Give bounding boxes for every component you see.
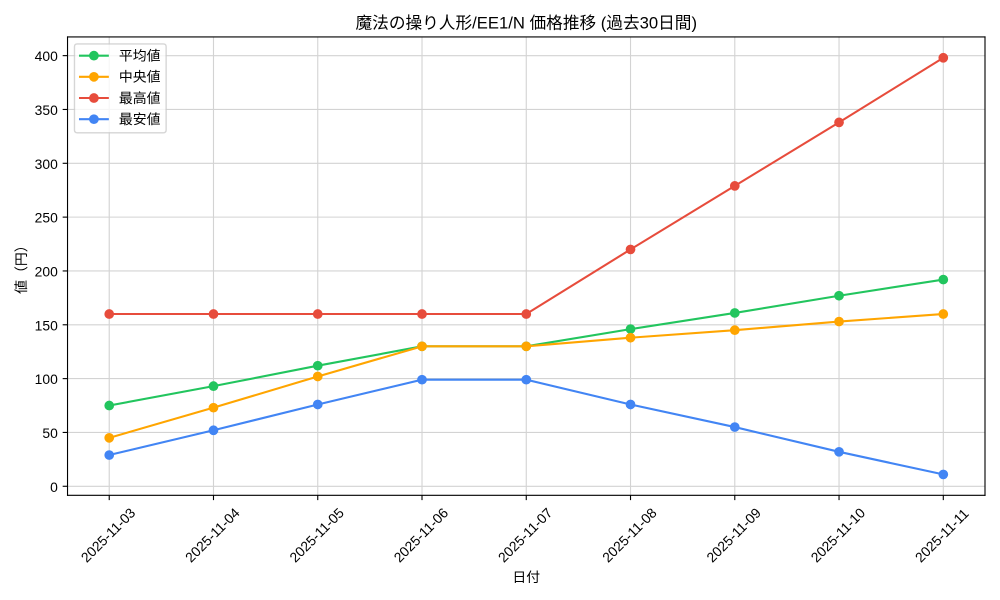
svg-text:最高値: 最高値 bbox=[119, 90, 161, 106]
svg-text:250: 250 bbox=[35, 210, 58, 226]
svg-text:値（円）: 値（円） bbox=[13, 238, 29, 294]
svg-text:最安値: 最安値 bbox=[119, 111, 161, 127]
svg-text:魔法の操り人形/EE1/N 価格推移 (過去30日間): 魔法の操り人形/EE1/N 価格推移 (過去30日間) bbox=[356, 14, 697, 33]
svg-text:200: 200 bbox=[35, 263, 58, 279]
svg-text:300: 300 bbox=[35, 156, 58, 172]
svg-text:400: 400 bbox=[35, 48, 58, 64]
svg-text:350: 350 bbox=[35, 102, 58, 118]
svg-text:中央値: 中央値 bbox=[119, 69, 161, 85]
svg-text:日付: 日付 bbox=[512, 569, 540, 585]
svg-text:平均値: 平均値 bbox=[119, 48, 161, 64]
svg-text:100: 100 bbox=[35, 371, 58, 387]
svg-text:50: 50 bbox=[42, 425, 58, 441]
svg-text:0: 0 bbox=[50, 479, 58, 495]
svg-text:150: 150 bbox=[35, 317, 58, 333]
